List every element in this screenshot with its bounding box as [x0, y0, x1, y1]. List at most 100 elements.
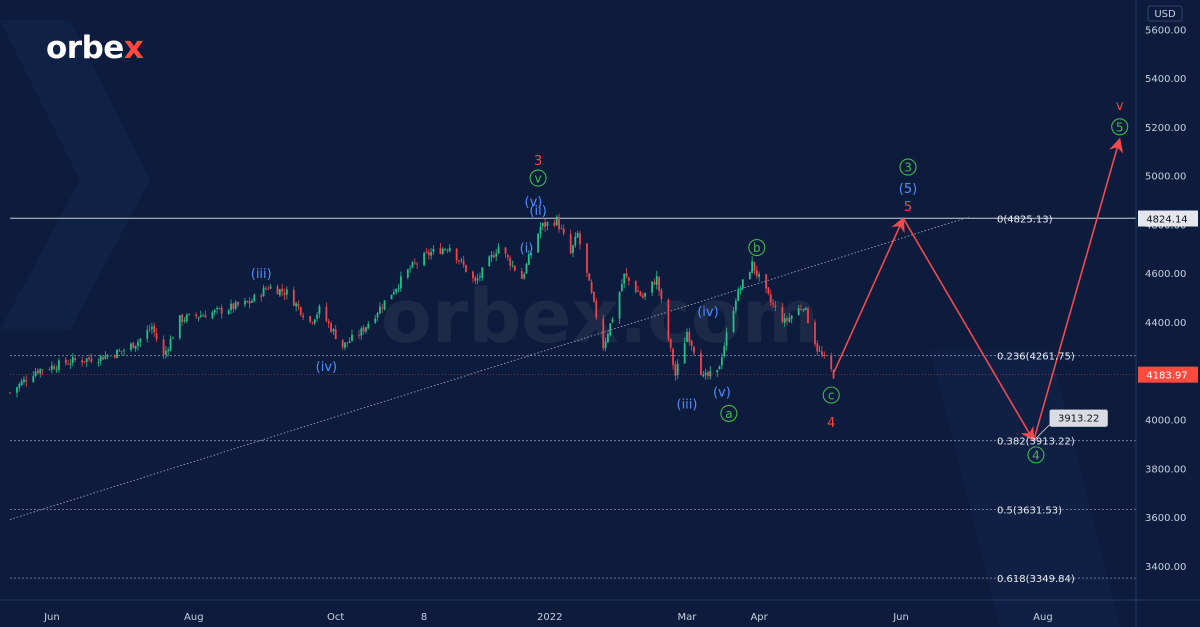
candle-body [295, 303, 298, 307]
candle-body [465, 265, 467, 272]
candle-body [123, 350, 125, 352]
candle-body [758, 274, 761, 277]
candle-body [574, 236, 577, 246]
callout-text: 3913.22 [1058, 414, 1099, 425]
trend-line [9, 216, 969, 520]
candle-body [232, 303, 235, 310]
candle-body [348, 341, 351, 343]
candle-body [120, 350, 123, 352]
candle-body [297, 304, 300, 307]
candle-body [178, 315, 181, 338]
x-tick-label: Jun [43, 612, 60, 623]
candle-body [85, 358, 88, 362]
candle-body [732, 310, 735, 332]
candle-body [509, 257, 512, 266]
candle-body [362, 327, 365, 332]
candle-body [50, 365, 53, 370]
wave-label: a [725, 407, 732, 421]
y-tick-label: 5000.00 [1145, 172, 1186, 183]
candle-body [618, 292, 621, 319]
candle-body [379, 306, 381, 314]
candle-body [541, 223, 544, 227]
candle-body [237, 301, 239, 306]
candle-body [802, 309, 805, 311]
projection-segment [1032, 137, 1124, 441]
candle-body [655, 275, 658, 285]
candle-body [523, 274, 526, 278]
x-tick-label: 2022 [537, 612, 562, 623]
candle-body [604, 341, 607, 349]
candle-body [593, 292, 595, 302]
candle-body [448, 247, 451, 252]
candle-body [41, 369, 44, 371]
callout-box [1049, 409, 1108, 427]
candle-body [265, 288, 267, 290]
candle-body [169, 338, 172, 351]
candle-body [641, 295, 644, 298]
candle-body [830, 355, 833, 370]
candle-body [204, 314, 207, 318]
wave-label-circle [529, 169, 547, 187]
candle-body [367, 323, 370, 329]
logo-accent: x [123, 30, 144, 66]
candle-body [602, 318, 605, 349]
candle-body [188, 313, 191, 315]
candle-body [818, 350, 821, 352]
candle-body [741, 279, 744, 289]
candle-body [611, 319, 614, 323]
candle-body [544, 222, 546, 227]
candle-body [430, 252, 432, 256]
candle-body [132, 342, 135, 349]
candle-body [197, 317, 200, 318]
candle-body [700, 353, 702, 376]
candle-body [790, 315, 793, 319]
candle-body [34, 371, 37, 377]
fib-level-label: 0(4825.13) [997, 214, 1053, 225]
wave-label: (iv) [697, 305, 718, 320]
candle-body [674, 364, 677, 376]
candle-body [627, 277, 630, 281]
y-tick-label: 4600.00 [1145, 269, 1186, 280]
candle-body [334, 329, 337, 340]
candle-body [546, 222, 549, 226]
candle-body [167, 349, 170, 352]
candle-body [444, 249, 446, 251]
candle-body [586, 243, 588, 273]
candle-body [788, 317, 791, 322]
candle-body [513, 265, 516, 271]
candle-body [220, 307, 223, 314]
candle-body [525, 263, 528, 274]
candle-body [316, 314, 318, 319]
candle-body [569, 234, 572, 254]
candle-body [504, 247, 507, 254]
candle-body [669, 339, 672, 348]
candle-body [262, 287, 265, 297]
candle-body [116, 349, 118, 359]
wave-label: 4 [827, 416, 835, 431]
candle-body [69, 363, 72, 365]
candle-body [637, 290, 640, 292]
candle-body [281, 288, 284, 292]
candle-body [276, 286, 279, 295]
candle-body [213, 310, 216, 313]
wave-label: (v) [525, 195, 543, 210]
candle-body [285, 289, 288, 295]
candle-body [251, 300, 253, 303]
y-tick-label: 4000.00 [1145, 416, 1186, 427]
candle-body [455, 248, 458, 261]
candle-body [476, 278, 479, 281]
candle-body [130, 343, 132, 350]
candle-body [623, 273, 626, 284]
candle-body [704, 372, 707, 375]
candle-body [20, 381, 23, 385]
y-tick-label: 5400.00 [1145, 74, 1186, 85]
candle-body [446, 250, 449, 251]
candle-body [327, 321, 330, 324]
candle-body [67, 364, 70, 365]
candle-body [472, 271, 474, 279]
candle-body [395, 288, 398, 293]
candle-body [18, 383, 21, 388]
candle-body [493, 255, 495, 258]
candle-body [723, 346, 726, 357]
